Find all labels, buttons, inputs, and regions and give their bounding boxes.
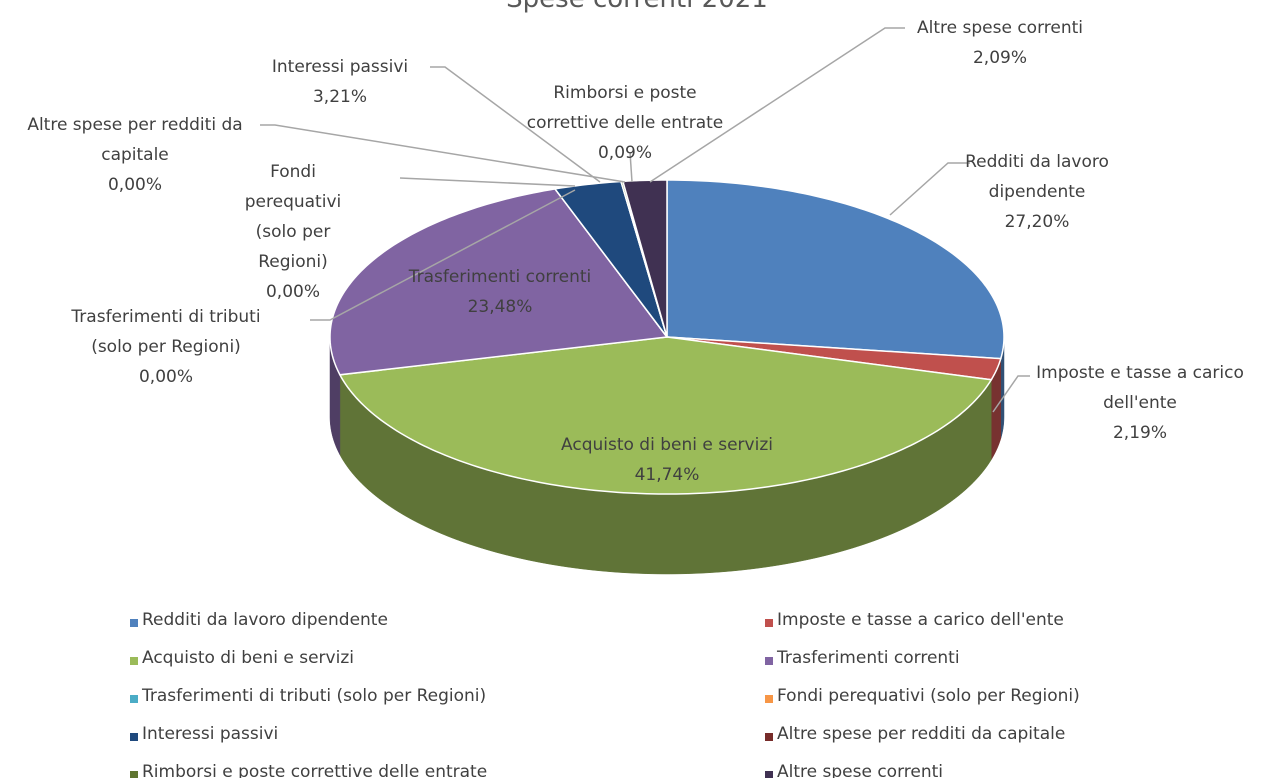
data-label-name: Trasferimenti di tributi (solo per Regio…	[71, 307, 261, 357]
legend-swatch	[765, 771, 773, 778]
data-label: Trasferimenti di tributi (solo per Regio…	[55, 302, 277, 392]
leader-line	[629, 151, 633, 183]
leader-line	[889, 162, 970, 216]
legend-label: Rimborsi e poste correttive delle entrat…	[142, 762, 488, 778]
data-label: Interessi passivi 3,21%	[253, 52, 428, 112]
data-label: Altre spese correnti 2,09%	[893, 13, 1108, 73]
data-label-value: 0,00%	[265, 282, 320, 302]
legend-label: Interessi passivi	[142, 724, 279, 744]
legend-swatch	[765, 619, 773, 627]
data-label-value: 3,21%	[312, 87, 367, 107]
data-label: Imposte e tasse a carico dell'ente 2,19%	[1023, 358, 1258, 448]
leader-line	[399, 177, 576, 187]
legend-swatch	[130, 619, 138, 627]
legend-label: Redditi da lavoro dipendente	[142, 610, 388, 630]
legend-swatch	[765, 695, 773, 703]
legend-label: Acquisto di beni e servizi	[142, 648, 354, 668]
leader-line	[310, 189, 576, 321]
legend-label: Altre spese correnti	[777, 762, 943, 778]
legend-swatch	[765, 657, 773, 665]
legend-label: Altre spese per redditi da capitale	[777, 724, 1066, 744]
data-label-name: Rimborsi e poste correttive delle entrat…	[526, 83, 724, 133]
leader-line	[992, 375, 1030, 413]
slice	[553, 180, 668, 338]
data-label-name: Altre spese per redditi da capitale	[27, 115, 243, 165]
data-label: Altre spese per redditi da capitale 0,00%	[6, 110, 264, 200]
data-label: Rimborsi e poste correttive delle entrat…	[512, 78, 738, 168]
data-label-name: Altre spese correnti	[917, 18, 1083, 38]
legend-label: Trasferimenti di tributi (solo per Regio…	[142, 686, 487, 706]
chart-title: Spese correnti 2021	[0, 0, 1274, 14]
legend-label: Imposte e tasse a carico dell'ente	[777, 610, 1064, 630]
legend-swatch	[130, 733, 138, 741]
legend-label: Trasferimenti correnti	[777, 648, 960, 668]
legend-swatch	[130, 657, 138, 665]
data-label-value: 27,20%	[1004, 212, 1070, 232]
leader-line	[430, 66, 601, 183]
data-label-value: 0,00%	[107, 175, 162, 195]
data-label-value: 2,19%	[1112, 423, 1167, 443]
data-label: Redditi da lavoro dipendente 27,20%	[955, 147, 1120, 237]
data-label-name: Fondi perequativi (solo per Regioni)	[244, 162, 342, 272]
data-label-name: Trasferimenti correnti	[408, 267, 592, 287]
data-label: Trasferimenti correnti 23,48%	[370, 262, 630, 322]
slice	[329, 188, 669, 376]
legend-swatch	[130, 771, 138, 778]
leader-line	[649, 27, 905, 183]
data-label-value: 2,09%	[972, 48, 1027, 68]
leader-line	[260, 124, 626, 183]
data-label: Acquisto di beni e servizi 41,74%	[517, 430, 817, 490]
data-label-value: 0,09%	[597, 143, 652, 163]
legend-swatch	[130, 695, 138, 703]
data-label-value: 41,74%	[634, 465, 700, 485]
legend-label: Fondi perequativi (solo per Regioni)	[777, 686, 1080, 706]
data-label-name: Redditi da lavoro dipendente	[965, 152, 1109, 202]
data-label-name: Imposte e tasse a carico dell'ente	[1036, 363, 1244, 413]
data-label: Fondi perequativi (solo per Regioni) 0,00…	[238, 157, 348, 307]
data-label-value: 23,48%	[467, 297, 533, 317]
data-label-value: 0,00%	[138, 367, 193, 387]
slice	[621, 179, 668, 338]
data-label-name: Interessi passivi	[271, 57, 409, 77]
legend-swatch	[765, 733, 773, 741]
data-label-name: Acquisto di beni e servizi	[561, 435, 773, 455]
slice	[666, 179, 1005, 360]
slice	[338, 336, 993, 495]
